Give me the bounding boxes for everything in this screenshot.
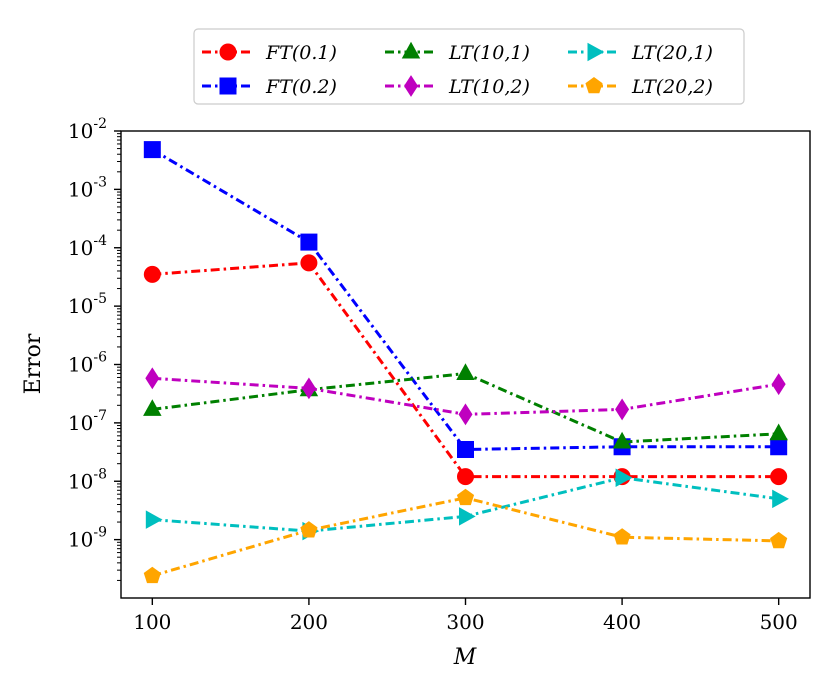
data-point: [143, 399, 162, 416]
data-point: [770, 531, 788, 549]
data-point: [615, 398, 630, 421]
y-tick-label: 10-2: [68, 116, 107, 143]
data-point: [145, 510, 163, 529]
legend-label: LT(10,1): [448, 42, 530, 64]
x-tick-label: 100: [133, 610, 171, 634]
legend-label: LT(20,2): [631, 76, 713, 98]
legend-item: FT(0.1): [202, 42, 337, 64]
legend-item: LT(10,2): [385, 75, 530, 98]
data-point: [459, 507, 476, 526]
y-tick-label: 10-8: [68, 466, 107, 493]
data-point: [300, 254, 318, 272]
data-point: [772, 489, 789, 509]
data-point: [143, 566, 161, 584]
data-point: [457, 440, 474, 458]
x-tick-label: 200: [290, 610, 328, 634]
data-point: [769, 423, 788, 441]
legend-marker: [587, 42, 605, 62]
legend-frame: [193, 28, 745, 105]
y-tick-label: 10-9: [68, 525, 107, 552]
y-tick-label: 10-7: [68, 408, 107, 435]
data-point: [770, 468, 788, 486]
x-axis-label: M: [453, 645, 477, 670]
legend-marker: [219, 77, 237, 95]
y-tick-label: 10-3: [68, 174, 107, 201]
data-point: [143, 265, 161, 283]
data-point: [300, 521, 318, 538]
y-axis-label: Error: [21, 333, 46, 394]
legend-item: LT(20,2): [568, 76, 713, 98]
series-line: [151, 148, 779, 452]
x-tick-label: 300: [446, 610, 484, 634]
legend-item: LT(10,1): [385, 41, 530, 64]
data-point: [456, 488, 475, 506]
legend: FT(0.1) FT(0.2) LT(10,1) LT(10,2) LT(20,1) LT…: [193, 28, 745, 105]
x-axis-ticks: 100 200 300 400 500: [133, 598, 798, 634]
legend-marker: [404, 75, 418, 97]
data-point: [145, 367, 160, 390]
series-5: [143, 488, 788, 584]
data-point: [615, 468, 633, 487]
legend-marker: [219, 43, 237, 61]
y-tick-label: 10-6: [68, 350, 107, 377]
x-tick-label: 400: [603, 610, 641, 634]
series-line: [151, 496, 779, 578]
data-point: [457, 468, 474, 486]
legend-item: LT(20,1): [568, 42, 713, 64]
y-tick-label: 10-4: [68, 233, 107, 260]
data-point: [771, 373, 786, 396]
legend-label: LT(20,1): [631, 42, 713, 64]
data-point: [613, 528, 631, 545]
data-point: [456, 363, 475, 381]
legend-label: LT(10,2): [448, 76, 530, 98]
series-layer: [143, 141, 789, 584]
data-point: [301, 377, 316, 400]
legend-label: FT(0.1): [265, 42, 337, 64]
series-line: [152, 261, 779, 479]
data-point: [143, 141, 161, 159]
x-tick-label: 500: [760, 610, 798, 634]
data-point: [612, 431, 632, 449]
data-point: [458, 403, 473, 426]
data-point: [770, 438, 788, 456]
legend-item: FT(0.2): [202, 76, 337, 98]
y-axis-ticks: 10-9 10-8 10-7 10-6 10-5 10-4 10-3 10-2: [68, 116, 121, 581]
y-tick-label: 10-5: [68, 291, 107, 318]
legend-marker: [401, 41, 421, 59]
legend-label: FT(0.2): [265, 76, 337, 98]
series-3: [145, 367, 786, 426]
data-point: [300, 233, 318, 251]
legend-marker: [585, 76, 603, 94]
